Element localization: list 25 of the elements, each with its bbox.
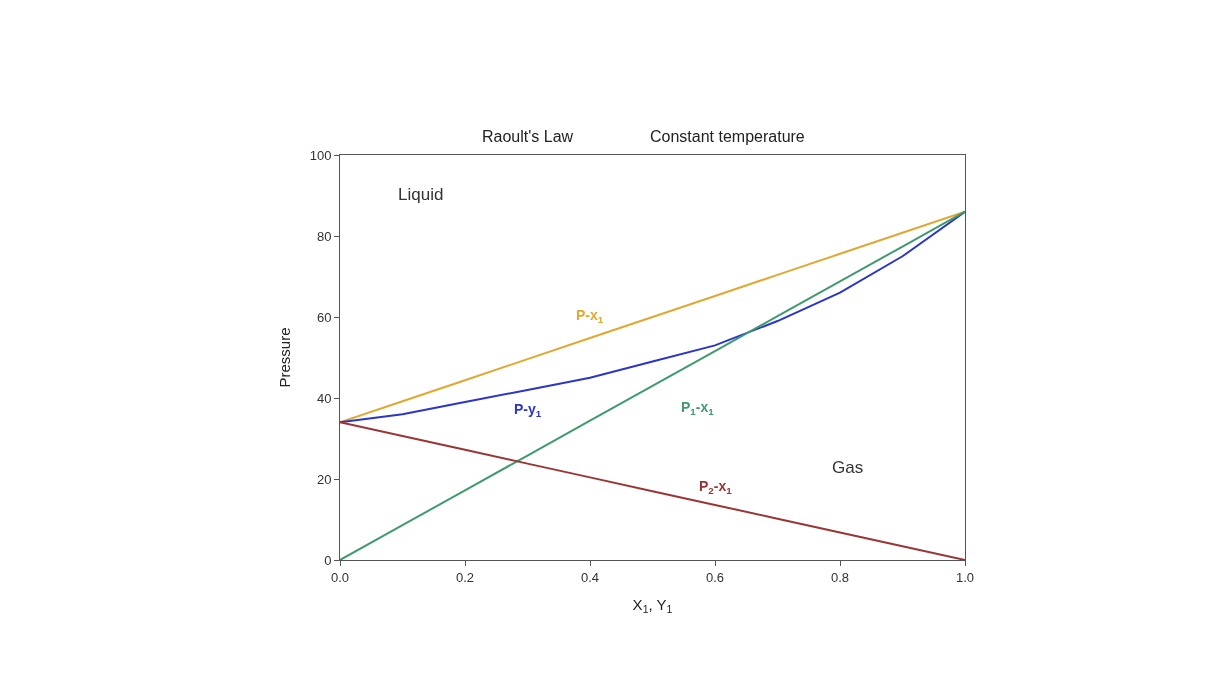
annotation: Gas	[832, 458, 864, 477]
x-tick-label: 1.0	[955, 569, 975, 585]
x-tick-label: 0.2	[455, 569, 475, 585]
x-tick-label: 0.0	[330, 569, 350, 585]
annotation: Liquid	[398, 185, 444, 204]
y-tick-label: 40	[316, 390, 332, 406]
x-axis-title: X$_{1}$, Y$_{1}$	[632, 595, 673, 615]
line-series	[340, 210, 965, 560]
x-tick-label: 0.4	[580, 569, 600, 585]
series-label: P$_{1}$-x$_{1}$	[681, 399, 715, 417]
y-tick-label: 60	[316, 309, 332, 325]
line-series	[340, 210, 965, 424]
series-label: P-y$_{1}$	[514, 401, 542, 419]
chart-subtitle: Constant temperature	[650, 128, 805, 145]
y-tick-label: 0	[324, 552, 332, 568]
x-tick-label: 0.8	[830, 569, 850, 585]
chart-title: Raoult's Law	[482, 128, 574, 145]
y-tick-label: 80	[316, 228, 332, 244]
y-axis-title: Pressure	[275, 327, 293, 388]
y-tick-label: 100	[309, 147, 332, 163]
series-label: P$_{2}$-x$_{1}$	[699, 478, 733, 496]
series-label: P-x$_{1}$	[576, 307, 604, 325]
x-tick-label: 0.6	[705, 569, 725, 585]
y-tick-label: 20	[316, 471, 332, 487]
line-series	[340, 421, 965, 560]
